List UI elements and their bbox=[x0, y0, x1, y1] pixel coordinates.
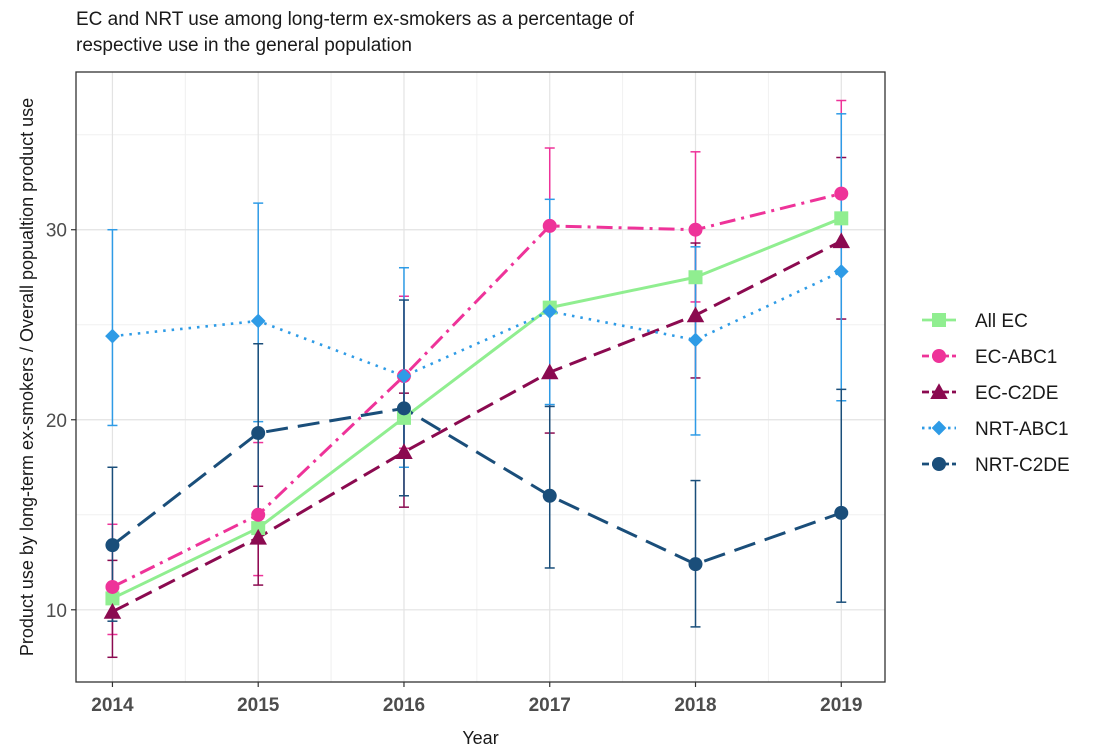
x-tick-label: 2017 bbox=[529, 695, 571, 716]
series-line-all-ec bbox=[111, 216, 842, 600]
legend-label: All EC bbox=[975, 311, 1028, 332]
error-bar-nrt-c2de bbox=[398, 299, 409, 497]
data-point-nrt-c2de bbox=[251, 426, 266, 441]
error-bar-nrt-abc1 bbox=[107, 228, 118, 427]
data-point-nrt-abc1 bbox=[250, 313, 266, 329]
series-line-nrt-c2de bbox=[111, 406, 842, 566]
data-point-nrt-abc1 bbox=[688, 332, 703, 348]
data-point-nrt-c2de bbox=[542, 488, 557, 503]
data-point-ec-c2de bbox=[540, 363, 559, 380]
data-point-ec-c2de bbox=[832, 232, 851, 249]
data-point-nrt-abc1 bbox=[105, 328, 120, 344]
legend-label: NRT-C2DE bbox=[975, 455, 1070, 476]
data-point-all-ec bbox=[834, 211, 849, 226]
error-bar-nrt-c2de bbox=[690, 479, 701, 628]
legend-marker bbox=[930, 383, 948, 399]
y-tick-label: 10 bbox=[46, 601, 67, 622]
plot-panel bbox=[75, 71, 886, 683]
data-point-ec-abc1 bbox=[688, 222, 703, 237]
data-point-ec-abc1 bbox=[834, 186, 849, 201]
series-line-ec-abc1 bbox=[111, 192, 842, 589]
data-point-ec-c2de bbox=[395, 443, 413, 460]
x-tick-label: 2018 bbox=[674, 695, 716, 716]
x-tick-label: 2016 bbox=[383, 695, 425, 716]
x-tick-label: 2015 bbox=[237, 695, 280, 716]
data-point-ec-c2de bbox=[103, 602, 122, 619]
legend-label: EC-C2DE bbox=[975, 383, 1058, 404]
data-point-ec-abc1 bbox=[105, 579, 120, 594]
data-point-all-ec bbox=[688, 270, 703, 285]
data-point-nrt-c2de bbox=[396, 401, 411, 416]
data-point-ec-c2de bbox=[686, 306, 705, 323]
data-point-nrt-abc1 bbox=[542, 304, 558, 319]
legend-marker bbox=[932, 349, 946, 363]
data-point-nrt-c2de bbox=[834, 505, 849, 520]
plot-background bbox=[76, 72, 885, 682]
series-lines bbox=[111, 192, 842, 614]
data-point-all-ec bbox=[251, 521, 266, 536]
data-point-nrt-c2de bbox=[688, 557, 703, 572]
legend-marker bbox=[931, 420, 947, 436]
series-line-ec-c2de bbox=[111, 239, 842, 614]
chart-title-line-1: EC and NRT use among long-term ex-smoker… bbox=[76, 9, 635, 30]
y-tick-label: 20 bbox=[46, 411, 67, 432]
legend-item-ec-c2de: EC-C2DE bbox=[922, 383, 1058, 404]
legend-label: EC-ABC1 bbox=[975, 347, 1057, 368]
data-point-all-ec bbox=[105, 591, 120, 606]
legend-item-ec-abc1: EC-ABC1 bbox=[922, 347, 1057, 368]
error-bar-nrt-c2de bbox=[544, 405, 555, 569]
data-point-nrt-abc1 bbox=[833, 264, 849, 279]
chart-title-line-2: respective use in the general population bbox=[76, 35, 412, 56]
data-point-nrt-abc1 bbox=[396, 368, 412, 384]
legend: All EC EC-ABC1 EC-C2DE NRT-ABC1 NRT-C2DE bbox=[922, 311, 1070, 476]
legend-label: NRT-ABC1 bbox=[975, 419, 1069, 440]
x-axis: 2014 2015 2016 2017 2018 2019 bbox=[91, 682, 862, 716]
data-point-nrt-c2de bbox=[105, 538, 120, 553]
legend-item-all-ec: All EC bbox=[922, 311, 1028, 332]
error-bar-nrt-c2de bbox=[836, 388, 847, 603]
y-axis: 10 20 30 bbox=[46, 221, 76, 622]
y-axis-title: Product use by long-term ex-smokers / Ov… bbox=[17, 98, 37, 656]
plot-border bbox=[75, 71, 886, 683]
legend-marker bbox=[932, 457, 946, 471]
data-point-ec-abc1 bbox=[251, 507, 266, 522]
series-points bbox=[103, 186, 851, 619]
x-tick-label: 2014 bbox=[91, 695, 134, 716]
legend-item-nrt-c2de: NRT-C2DE bbox=[922, 455, 1070, 476]
grid-minor bbox=[76, 72, 885, 682]
legend-item-nrt-abc1: NRT-ABC1 bbox=[922, 419, 1069, 440]
x-axis-title: Year bbox=[462, 728, 498, 748]
y-tick-label: 30 bbox=[46, 221, 67, 242]
x-tick-label: 2019 bbox=[820, 695, 862, 716]
data-point-ec-c2de bbox=[249, 528, 267, 545]
legend-marker bbox=[932, 313, 946, 327]
data-point-ec-abc1 bbox=[542, 218, 557, 233]
